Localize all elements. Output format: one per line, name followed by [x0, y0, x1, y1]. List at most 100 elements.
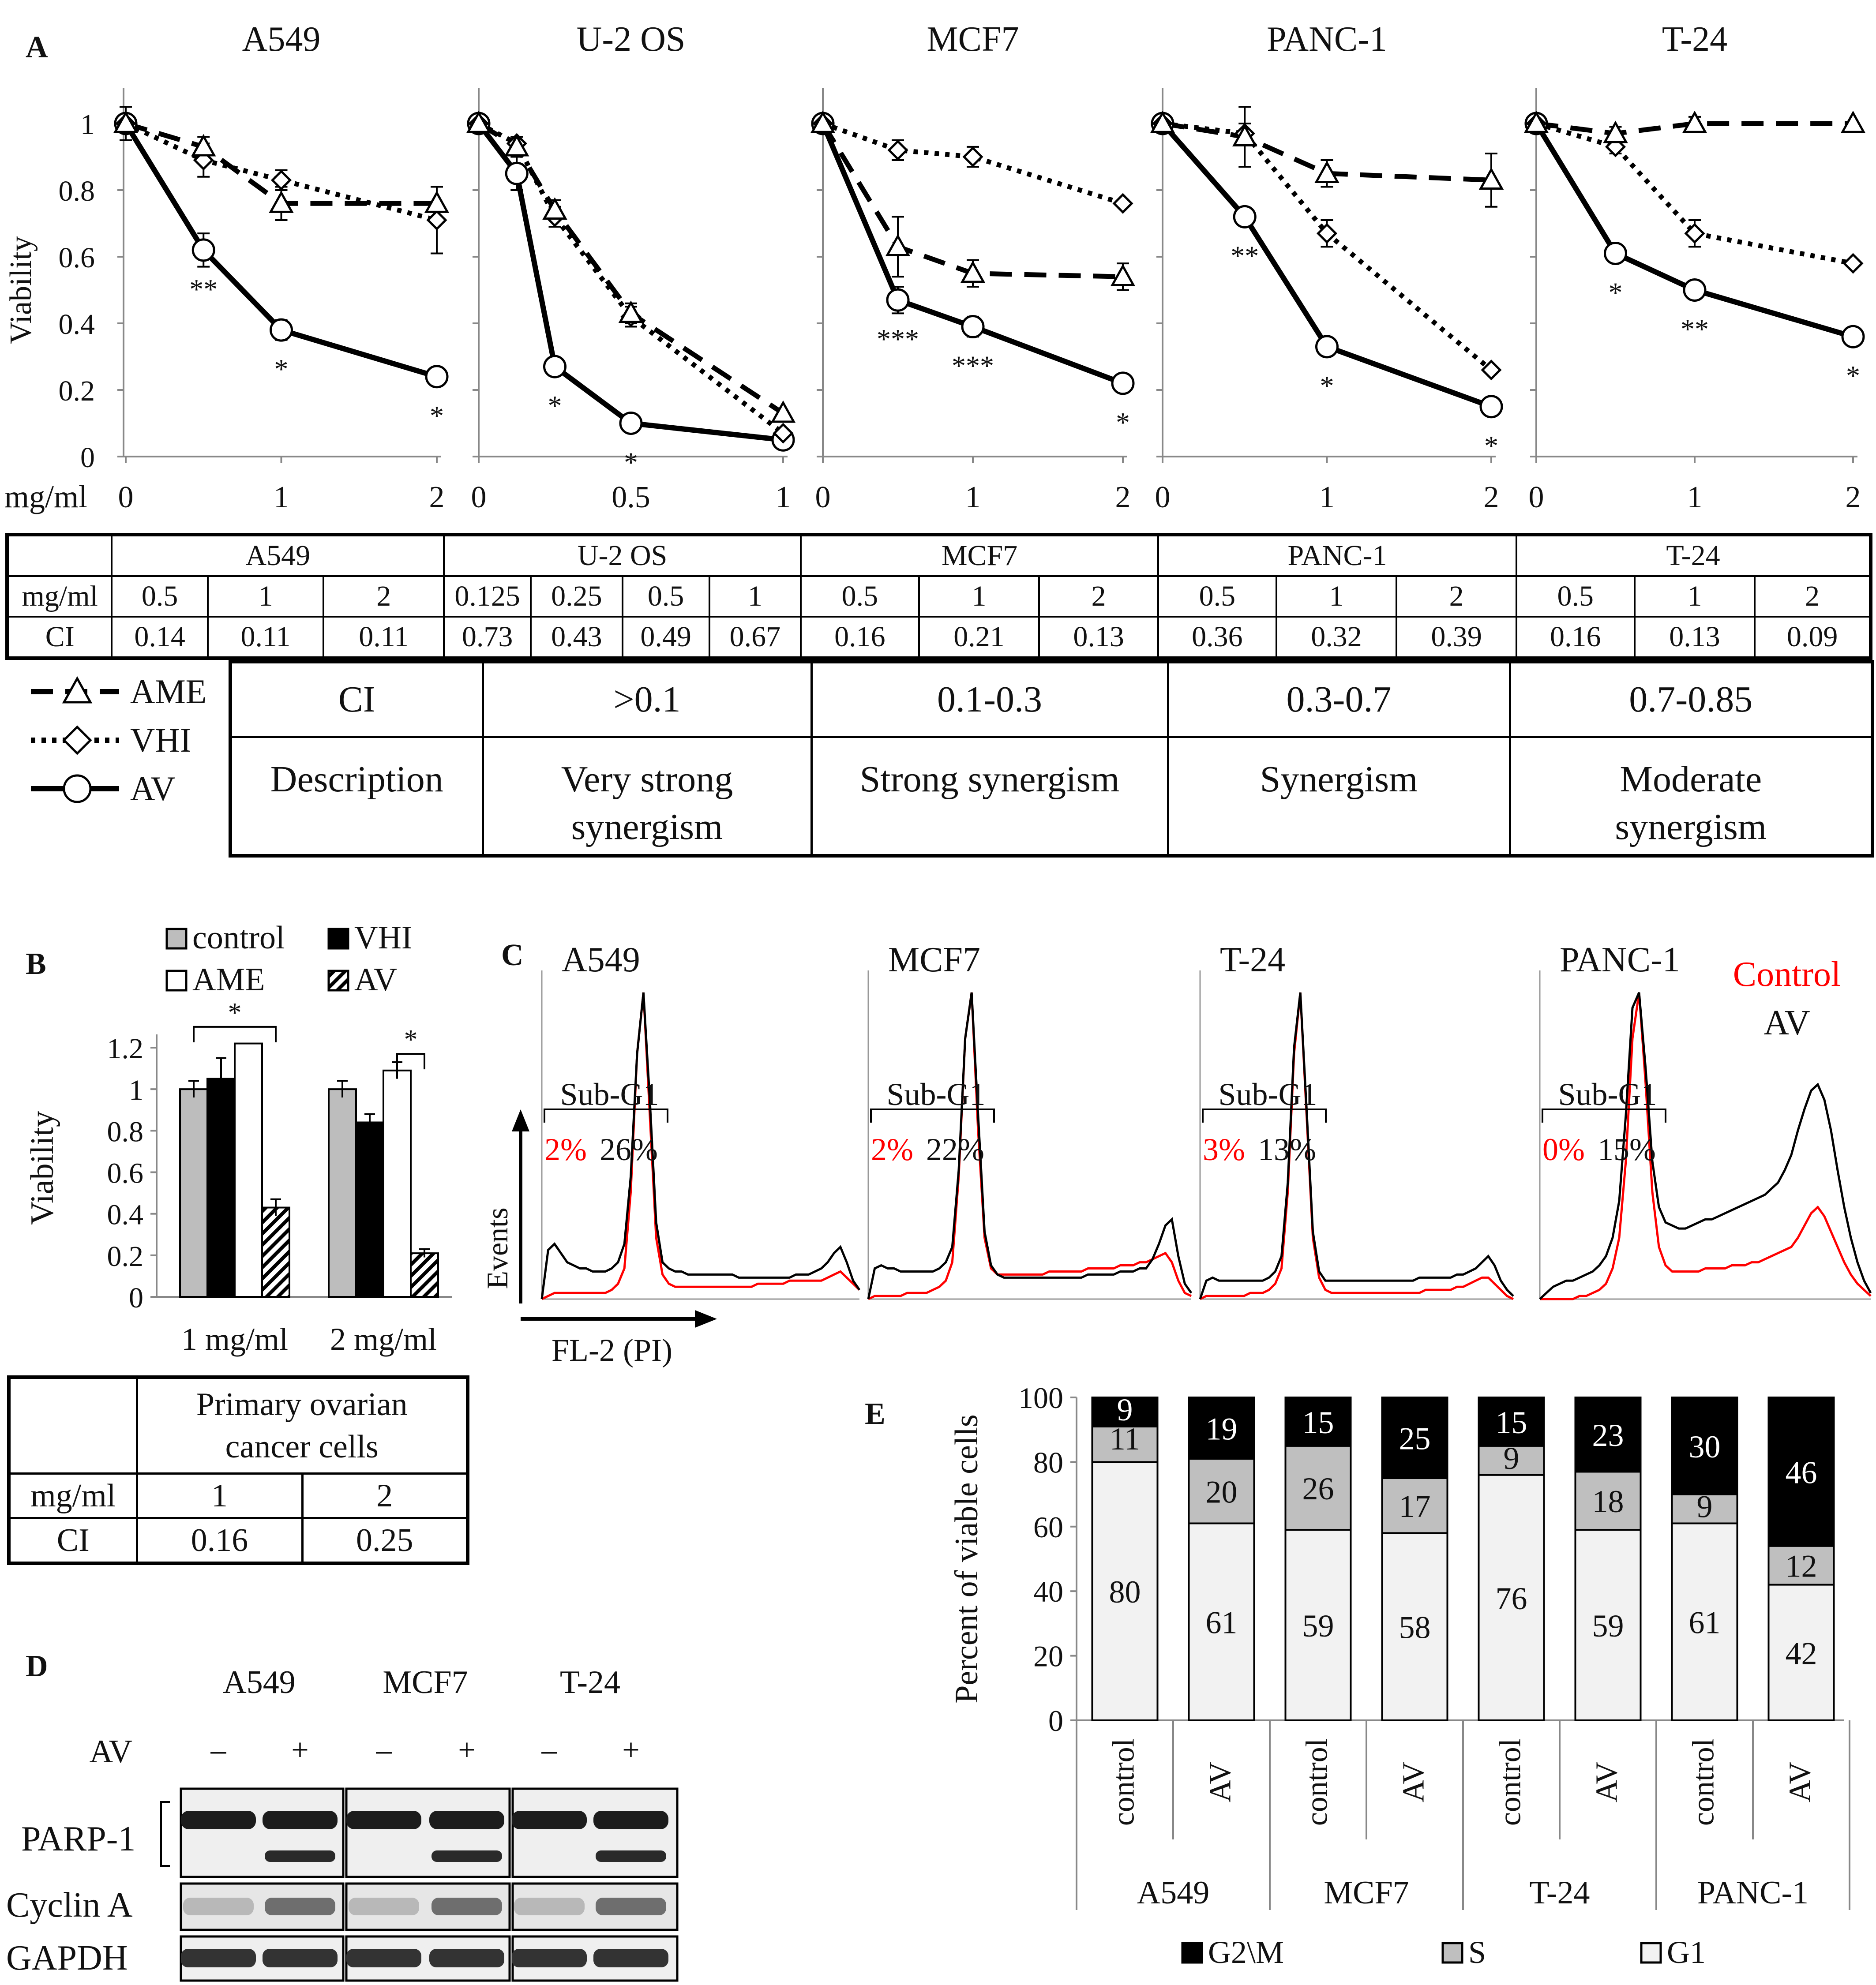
blot-band-gapdh — [181, 1949, 256, 1967]
data-point-av — [1233, 205, 1257, 228]
histogram-title: T-24 — [1220, 940, 1285, 979]
table-a-dose: 2 — [1396, 575, 1517, 618]
table-a-dose: 0.125 — [443, 575, 532, 618]
data-point-av — [270, 318, 293, 342]
stacked-segment-g2m — [1284, 1397, 1352, 1447]
table-a-dose: 0.5 — [1515, 575, 1636, 618]
gate-label: Sub-G1 — [560, 1077, 659, 1112]
y-tick-label: 0 — [1048, 1704, 1063, 1738]
subplot-title: PANC-1 — [1267, 20, 1387, 59]
stacked-segment-g2m — [1574, 1397, 1642, 1473]
panel-b-bar-chart: Viability 0 0.2 0.4 0.6 0.8 1 1.2 1 mg/ml 2 mg/ml… — [24, 920, 452, 1357]
histogram-t-24: T-24 Sub-G1 3% 13% — [1199, 940, 1514, 1300]
significance-bracket — [396, 1053, 425, 1070]
bar-vhi — [355, 1121, 384, 1298]
segment-value-label: 76 — [1496, 1581, 1527, 1616]
y-tick-label: 80 — [1033, 1446, 1063, 1479]
table-a-ci: 0.73 — [443, 616, 532, 659]
table-a-dose: 2 — [1038, 575, 1159, 618]
table-a-ci: 0.14 — [111, 616, 209, 659]
y-axis-label: Viability — [4, 236, 38, 344]
data-point-av — [886, 288, 910, 312]
segment-value-label: 59 — [1592, 1608, 1624, 1644]
x-tick-label: 1 — [1319, 480, 1335, 514]
blot-band-gapdh — [263, 1949, 338, 1967]
table-a-dose: 1 — [1275, 575, 1398, 618]
legend-label: control — [192, 920, 285, 956]
table-a-ci: 0.36 — [1157, 616, 1277, 659]
table-b-dose-label: mg/ml — [8, 1472, 138, 1519]
bar-ame — [383, 1069, 412, 1298]
blot-row-label: PARP-1 — [21, 1820, 135, 1858]
segment-value-label: 15 — [1496, 1405, 1527, 1440]
blot-cell-line-label: A549 — [223, 1664, 295, 1700]
stacked-segment-g1 — [1091, 1461, 1159, 1721]
table-b-primary-ovarian: Primary ovarian cancer cells mg/ml 1 2 C… — [7, 1375, 469, 1565]
segment-value-label: 17 — [1399, 1489, 1431, 1524]
panel-d-western-blot: A549 MCF7 T-24 AV – + – + – + PARP-1 Cyclin A GAPDH — [6, 1664, 679, 1982]
segment-value-label: 25 — [1399, 1421, 1431, 1457]
table-b-dose: 1 — [135, 1472, 304, 1519]
x-category-label: AV — [1783, 1762, 1817, 1802]
table-a-ci: 0.21 — [918, 616, 1040, 659]
data-point-av — [1841, 325, 1865, 348]
histogram-control-line — [541, 992, 860, 1300]
data-point-ame — [810, 110, 836, 133]
parp-bracket — [160, 1801, 170, 1867]
significance-label: * — [624, 447, 638, 478]
table-a-header-row: A549 U-2 OS MCF7 PANC-1 T-24 — [6, 534, 1872, 577]
subplot-panc-1: PANC-10 1 2**** — [1150, 20, 1504, 514]
stacked-segment-s — [1188, 1458, 1255, 1524]
segment-value-label: 23 — [1592, 1418, 1624, 1453]
legend-swatch — [1181, 1942, 1203, 1964]
stacked-segment-g1 — [1284, 1529, 1352, 1722]
table-a-ci: 0.11 — [206, 616, 325, 659]
significance-label: * — [1846, 360, 1860, 391]
data-point-ame — [885, 234, 911, 257]
y-tick-label: 100 — [1018, 1381, 1063, 1415]
bar-control — [328, 1088, 357, 1298]
table-a-dose: 1 — [206, 575, 325, 618]
table-a-ci: 0.32 — [1275, 616, 1398, 659]
blot-band-cleaved — [431, 1850, 502, 1862]
blot-band-cleaved — [596, 1850, 666, 1862]
stacked-segment-s — [1478, 1445, 1545, 1476]
stacked-segment-g1 — [1478, 1474, 1545, 1721]
stacked-segment-g2m — [1188, 1397, 1255, 1460]
segment-value-label: 46 — [1786, 1455, 1817, 1490]
stacked-segment-g1 — [1574, 1529, 1642, 1722]
x-axis-arrowhead — [695, 1310, 717, 1328]
group-label: T-24 — [1529, 1875, 1590, 1911]
ci-scale-range-row: CI >0.1 0.1-0.3 0.3-0.7 0.7-0.85 — [229, 660, 1874, 738]
significance-label: * — [228, 998, 242, 1028]
series-line-ame — [125, 121, 437, 206]
data-point-vhi — [270, 169, 292, 191]
sub-g1-gate — [1542, 1109, 1666, 1123]
table-a-ci-label: CI — [6, 616, 113, 659]
table-a-cell-line: U-2 OS — [443, 534, 802, 577]
x-tick-label: 0 — [815, 480, 831, 514]
y-tick-label: 0.6 — [107, 1157, 144, 1190]
segment-value-label: 42 — [1786, 1636, 1817, 1671]
ci-scale-description: Very strong synergism — [481, 735, 813, 857]
blot-band-cleaved — [265, 1850, 335, 1862]
segment-value-label: 61 — [1689, 1605, 1721, 1640]
x-axis-label: mg/ml — [4, 479, 87, 514]
table-a-ci-row: CI 0.14 0.11 0.11 0.73 0.43 0.49 0.67 0.16 0.21 0… — [6, 616, 1872, 659]
ci-scale-range: 0.7-0.85 — [1508, 660, 1874, 738]
data-point-ame — [1150, 110, 1175, 133]
table-b-dose: 2 — [301, 1472, 469, 1519]
legend-label: S — [1468, 1935, 1486, 1970]
blot-band-full-length — [263, 1811, 338, 1829]
x-category-label: AV — [1204, 1762, 1238, 1802]
table-b-ci: 0.16 — [135, 1517, 304, 1565]
gate-label: Sub-G1 — [886, 1077, 985, 1112]
blot-band-cyclin-a — [265, 1898, 335, 1915]
bar-av — [261, 1206, 290, 1298]
table-a-dose: 0.25 — [530, 575, 623, 618]
control-sub-g1-percent: 2% — [871, 1132, 913, 1167]
panel-label-d: D — [26, 1649, 48, 1683]
blot-band-cyclin-a — [349, 1898, 419, 1915]
